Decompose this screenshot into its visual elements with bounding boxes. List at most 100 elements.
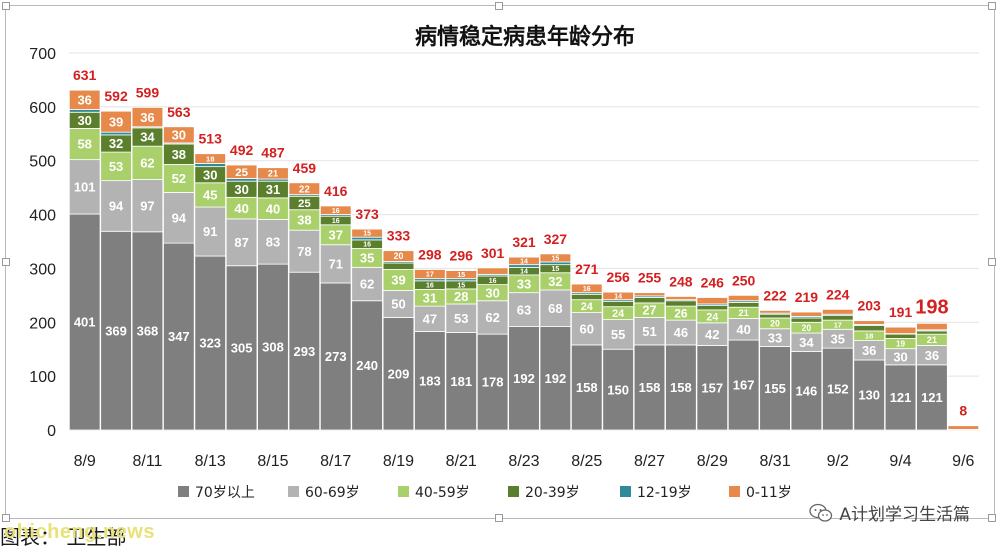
bar-segment-label: 22 (299, 184, 310, 195)
bar-segment-label: 308 (262, 340, 284, 355)
bar-segment (508, 256, 540, 266)
resize-handle-bottom-left[interactable] (2, 514, 10, 522)
bar-total-label: 416 (324, 183, 348, 199)
bar-segment (602, 300, 634, 308)
bar-segment-label: 16 (332, 218, 340, 225)
bar-segment (319, 282, 352, 431)
bar-segment-label: 15 (363, 231, 371, 238)
x-axis-ticks: 8/9 8/11 8/13 8/15 8/17 8/19 8/21 8/23 8/25 8/27 8… (74, 453, 975, 470)
bar-segment (884, 364, 917, 431)
resize-handle-middle-left[interactable] (2, 258, 10, 266)
bar-segment-label: 40 (234, 201, 248, 216)
x-tick-label: 8/19 (383, 453, 414, 470)
bar-segment (194, 153, 226, 164)
bar-segment (100, 151, 132, 182)
bar-segment (382, 250, 415, 262)
bar-segment (225, 164, 258, 179)
bar-segment (476, 300, 509, 335)
bar-segment (163, 164, 195, 193)
bar-segment-label: 32 (548, 274, 562, 289)
bar-segment-label: 101 (74, 180, 96, 195)
bar-segment-label: 158 (670, 380, 692, 395)
bar-segment-label: 181 (450, 374, 472, 389)
bar-segment-label: 30 (234, 182, 248, 197)
bar-segment-label: 42 (705, 327, 719, 342)
x-tick-label: 8/15 (257, 453, 288, 470)
bar-total-label: 592 (104, 88, 128, 104)
bar-total-label: 459 (293, 160, 317, 176)
bar-segment-label: 25 (235, 167, 248, 179)
resize-handle-middle-right[interactable] (988, 258, 996, 266)
wechat-icon (809, 503, 833, 522)
bar-segment-label: 15 (457, 282, 465, 289)
bar-segment-label: 38 (172, 147, 186, 162)
bar-segment-label: 63 (517, 302, 531, 317)
bar-segment-label: 46 (674, 325, 688, 340)
bar-segment-label: 33 (517, 276, 531, 291)
bar-segment (288, 271, 321, 431)
bar-segment-label: 30 (485, 285, 499, 300)
x-tick-label: 8/25 (571, 453, 602, 470)
bar-segment-label: 16 (489, 278, 497, 285)
y-tick-label: 200 (29, 315, 56, 332)
bar-segment (382, 317, 415, 431)
bar-total-label: 224 (826, 286, 850, 302)
account-attribution: A计划学习生活篇 (809, 500, 970, 525)
bar-segment-label: 16 (583, 286, 591, 293)
bar-segment (884, 333, 917, 339)
bar-segment (194, 206, 226, 257)
bar-segment-label: 30 (893, 349, 907, 364)
bar-segment (916, 330, 948, 335)
bar-segment-label: 62 (360, 277, 374, 292)
bar-segment (476, 333, 509, 431)
bar-segment (351, 266, 383, 302)
watermark-text: ohicheng.news (4, 521, 155, 543)
resize-handle-top-center[interactable] (495, 2, 503, 10)
bar-total-label: 222 (763, 287, 787, 303)
legend-label: 70岁以上 (195, 485, 255, 501)
bar-segment-label: 40 (266, 201, 280, 216)
bar-segment-label: 18 (206, 154, 215, 163)
legend-label: 20-39岁 (525, 485, 580, 501)
resize-handle-bottom-right[interactable] (988, 514, 996, 522)
bar-segment-label: 21 (268, 169, 278, 179)
bar-segment (727, 294, 760, 302)
bar-segment-label: 40 (736, 322, 750, 337)
bar-total-label: 321 (512, 234, 536, 250)
bar-segment-label: 53 (454, 311, 468, 326)
bar-segment-label: 240 (356, 358, 378, 373)
x-tick-label: 8/9 (74, 453, 96, 470)
bar-segment-label: 155 (764, 381, 786, 396)
bar-segment-label: 94 (172, 210, 187, 225)
bar-segment-label: 17 (426, 271, 434, 279)
legend-label: 60-69岁 (305, 485, 360, 501)
resize-handle-top-left[interactable] (2, 2, 10, 10)
bar-total-label: 219 (795, 289, 819, 305)
bar-segment-label: 35 (360, 251, 374, 266)
bar-segment-label: 273 (325, 349, 347, 364)
bar-segment-label: 24 (581, 301, 593, 313)
bar-total-label: 250 (732, 272, 756, 288)
bar-segment-label: 305 (231, 341, 253, 356)
resize-handle-top-right[interactable] (988, 2, 996, 10)
bar-segment-label: 121 (921, 390, 943, 405)
bar-segment-label: 24 (706, 311, 718, 323)
legend-item: 60-69岁 (288, 485, 360, 501)
bar-segment (727, 301, 760, 308)
resize-handle-bottom-center[interactable] (495, 514, 503, 522)
bar-total-label: 8 (959, 403, 967, 419)
bar-segment-label: 38 (297, 213, 311, 228)
bar-segment-label: 16 (332, 208, 340, 215)
bar-segment (225, 218, 258, 267)
chart-title: 病情稳定病患年龄分布 (415, 24, 635, 50)
bar-segment (194, 255, 226, 431)
bar-segment (665, 296, 697, 301)
bar-segment-label: 71 (328, 257, 342, 272)
bar-segment-label: 91 (203, 224, 217, 239)
bar-segment (790, 317, 823, 323)
bar-segment-label: 36 (77, 93, 91, 108)
bar-segment (131, 179, 164, 233)
bar-segment (696, 297, 729, 305)
x-tick-label: 9/2 (827, 453, 849, 470)
bar-segment-label: 17 (834, 321, 842, 329)
